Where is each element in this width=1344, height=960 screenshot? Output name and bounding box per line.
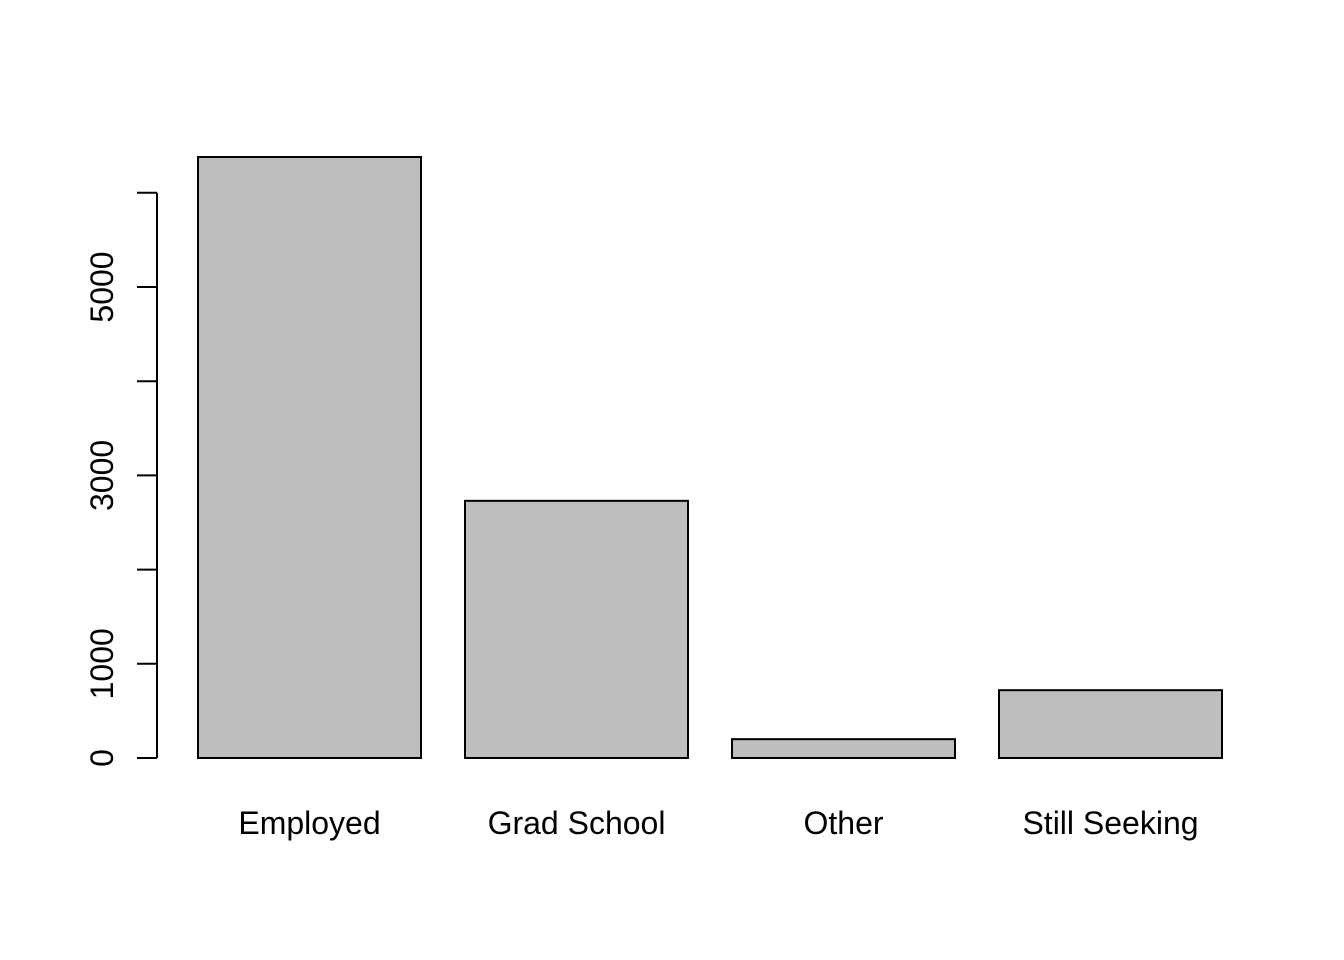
x-tick-label: Other — [803, 805, 883, 841]
y-tick-label: 0 — [84, 749, 120, 767]
bar-employed — [197, 156, 422, 759]
x-tick-label: Grad School — [488, 805, 666, 841]
bar-other — [731, 738, 956, 759]
y-tick-label: 3000 — [84, 440, 120, 511]
y-tick-label: 5000 — [84, 251, 120, 322]
bar-still-seeking — [998, 689, 1223, 760]
y-tick-label: 1000 — [84, 628, 120, 699]
x-tick-label: Employed — [238, 805, 380, 841]
x-tick-label: Still Seeking — [1022, 805, 1198, 841]
bars-layer — [197, 156, 1223, 760]
y-axis: 0 1000 3000 5000 — [84, 191, 158, 767]
x-axis-labels: Employed Grad School Other Still Seeking — [238, 805, 1198, 841]
bar-grad-school — [464, 499, 689, 759]
